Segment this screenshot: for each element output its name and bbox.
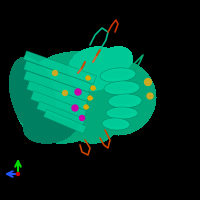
Ellipse shape — [106, 107, 138, 119]
Polygon shape — [30, 91, 87, 119]
Circle shape — [72, 105, 78, 111]
Circle shape — [91, 86, 95, 90]
Polygon shape — [23, 51, 97, 84]
Ellipse shape — [108, 94, 142, 108]
Ellipse shape — [100, 68, 136, 82]
Circle shape — [52, 71, 58, 75]
Circle shape — [86, 76, 90, 80]
Ellipse shape — [109, 96, 137, 104]
Polygon shape — [23, 61, 92, 92]
Circle shape — [62, 90, 68, 96]
Ellipse shape — [102, 118, 130, 130]
Polygon shape — [26, 81, 88, 110]
Polygon shape — [24, 71, 89, 101]
Ellipse shape — [106, 83, 134, 91]
Circle shape — [75, 89, 81, 95]
Polygon shape — [43, 109, 87, 134]
Polygon shape — [37, 101, 85, 127]
Circle shape — [84, 105, 88, 109]
Ellipse shape — [102, 70, 130, 78]
Circle shape — [144, 78, 152, 86]
Circle shape — [80, 116, 84, 120]
Circle shape — [147, 93, 153, 99]
Circle shape — [16, 172, 20, 176]
Ellipse shape — [103, 119, 125, 127]
Ellipse shape — [107, 108, 133, 116]
Ellipse shape — [104, 81, 140, 95]
Circle shape — [88, 96, 92, 100]
